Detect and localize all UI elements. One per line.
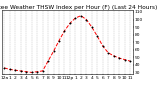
Title: Milwaukee Weather THSW Index per Hour (F) (Last 24 Hours): Milwaukee Weather THSW Index per Hour (F… (0, 5, 157, 10)
